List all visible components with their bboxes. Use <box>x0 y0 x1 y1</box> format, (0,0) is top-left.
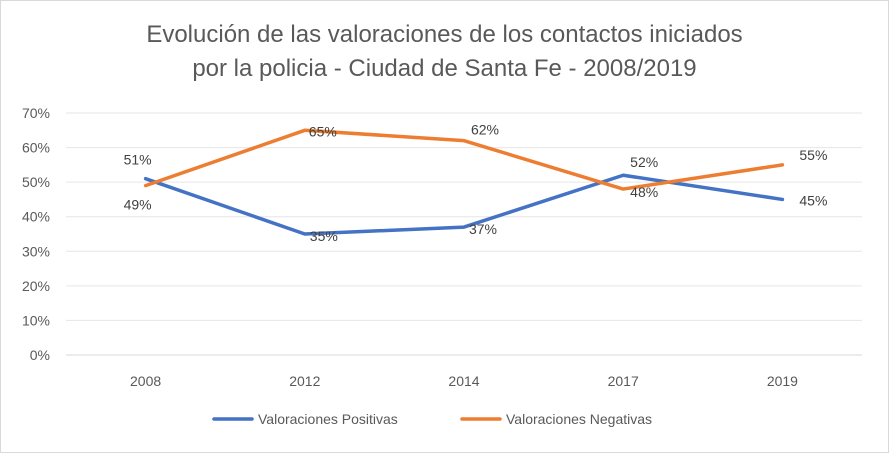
series-lines <box>143 128 785 236</box>
data-label: 49% <box>124 197 152 213</box>
y-tick-label: 20% <box>22 278 50 294</box>
data-label: 45% <box>799 192 827 208</box>
chart-title-line-2: por la policia - Ciudad de Santa Fe - 20… <box>192 55 697 82</box>
series-line-positivas <box>143 173 785 236</box>
data-labels: 51% 35% 37% 52% 45% 49% 65% 62% 48% 55% <box>124 122 828 244</box>
y-tick-label: 50% <box>22 174 50 190</box>
x-tick-label: 2017 <box>608 373 639 389</box>
chart-title-line-1: Evolución de las valoraciones de los con… <box>146 21 743 48</box>
data-label: 55% <box>799 147 827 163</box>
x-tick-label: 2008 <box>130 373 161 389</box>
y-axis-tick-labels: 0% 10% 20% 30% 40% 50% 60% 70% <box>22 105 50 363</box>
data-label: 48% <box>630 184 658 200</box>
y-tick-label: 60% <box>22 140 50 156</box>
x-tick-label: 2019 <box>767 373 798 389</box>
data-label: 37% <box>469 221 497 237</box>
data-label: 65% <box>309 123 337 139</box>
y-tick-label: 40% <box>22 209 50 225</box>
data-label: 35% <box>310 228 338 244</box>
data-label: 52% <box>630 154 658 170</box>
y-tick-label: 10% <box>22 312 50 328</box>
legend-label: Valoraciones Positivas <box>258 411 398 427</box>
y-tick-label: 70% <box>22 105 50 121</box>
legend-label: Valoraciones Negativas <box>506 411 652 427</box>
x-tick-label: 2012 <box>289 373 320 389</box>
x-tick-label: 2014 <box>448 373 479 389</box>
y-tick-label: 30% <box>22 243 50 259</box>
legend: Valoraciones Positivas Valoraciones Negat… <box>212 411 652 427</box>
series-line-negativas <box>143 128 785 191</box>
gridlines <box>66 112 862 356</box>
y-tick-label: 0% <box>30 347 50 363</box>
chart-title: Evolución de las valoraciones de los con… <box>0 18 889 86</box>
x-axis-tick-labels: 2008 2012 2014 2017 2019 <box>130 373 798 389</box>
data-label: 62% <box>471 122 499 138</box>
data-label: 51% <box>124 152 152 168</box>
